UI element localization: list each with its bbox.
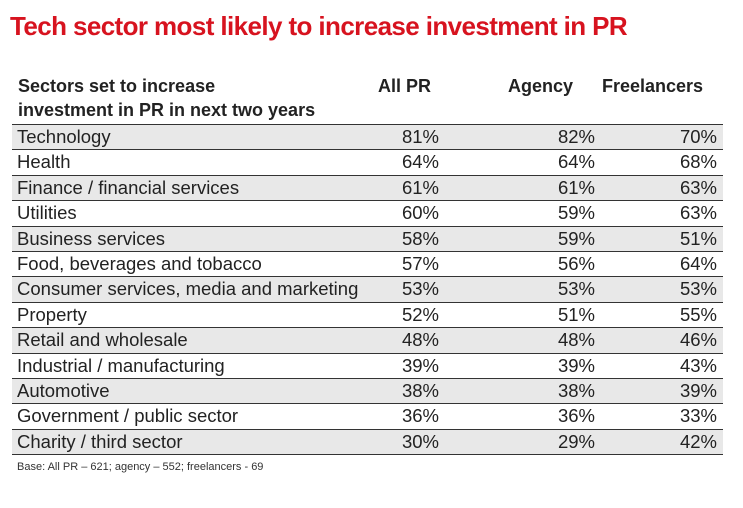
header-sectors-line-1: Sectors set to increase: [18, 76, 216, 96]
sector-label: Automotive: [17, 379, 110, 401]
all-pr-value: 36%: [401, 405, 439, 427]
table-row: Utilities 60% 59% 63%: [12, 201, 723, 227]
agency-value: 82%: [557, 126, 595, 147]
all-pr-value: 38%: [401, 379, 439, 401]
all-pr-value: 58%: [401, 227, 439, 249]
table-row: Health 64% 64% 68%: [12, 150, 723, 176]
chart-title: Tech sector most likely to increase inve…: [10, 11, 628, 41]
table-header: Sectors set to increase investment in PR…: [12, 70, 723, 124]
sector-label: Retail and wholesale: [17, 329, 188, 351]
table-row: Property 52% 51% 55%: [12, 303, 723, 329]
freelancers-value: 64%: [679, 252, 717, 274]
table-row: Automotive 38% 38% 39%: [12, 378, 723, 405]
all-pr-value: 64%: [401, 151, 439, 173]
table-row: Technology 81% 82% 70%: [12, 125, 723, 151]
table-row: Consumer services, media and marketing 53…: [12, 277, 723, 303]
sector-label: Business services: [17, 227, 166, 249]
header-agency: Agency: [508, 76, 574, 96]
sector-label: Finance / financial services: [17, 176, 240, 198]
sector-label: Property: [17, 303, 87, 325]
sector-label: Utilities: [17, 202, 77, 224]
table-row: Charity / third sector 30% 29% 42%: [12, 429, 723, 456]
freelancers-value: 46%: [679, 329, 717, 351]
all-pr-value: 57%: [401, 252, 439, 274]
all-pr-value: 39%: [401, 354, 439, 376]
agency-value: 48%: [557, 329, 595, 351]
freelancers-value: 39%: [679, 379, 717, 401]
table-row: Industrial / manufacturing 39% 39% 43%: [12, 354, 723, 379]
agency-value: 61%: [557, 176, 595, 198]
agency-value: 51%: [557, 303, 595, 325]
all-pr-value: 52%: [401, 303, 439, 325]
all-pr-value: 53%: [401, 278, 439, 300]
freelancers-value: 63%: [679, 202, 717, 224]
freelancers-value: 70%: [679, 126, 717, 147]
agency-value: 59%: [557, 227, 595, 249]
table-row: Business services 58% 59% 51%: [12, 226, 723, 252]
agency-value: 56%: [557, 252, 595, 274]
base-note: Base: All PR – 621; agency – 552; freela…: [17, 461, 264, 473]
sector-label: Government / public sector: [17, 405, 239, 427]
freelancers-value: 51%: [679, 227, 717, 249]
header-all-pr: All PR: [378, 76, 432, 96]
agency-value: 59%: [557, 202, 595, 224]
all-pr-value: 48%: [401, 329, 439, 351]
data-table: Sectors set to increase investment in PR…: [12, 70, 723, 456]
agency-value: 39%: [557, 354, 595, 376]
freelancers-value: 68%: [679, 151, 717, 173]
agency-value: 53%: [557, 278, 595, 300]
sector-label: Technology: [17, 126, 111, 147]
freelancers-value: 63%: [679, 176, 717, 198]
table-row: Food, beverages and tobacco 57% 56% 64%: [12, 252, 723, 278]
table-row: Finance / financial services 61% 61% 63%: [12, 175, 723, 202]
header-sectors-line-2: investment in PR in next two years: [18, 100, 316, 120]
freelancers-value: 33%: [679, 405, 717, 427]
freelancers-value: 53%: [679, 278, 717, 300]
agency-value: 29%: [557, 430, 595, 452]
sector-label: Industrial / manufacturing: [17, 354, 225, 376]
all-pr-value: 60%: [401, 202, 439, 224]
freelancers-value: 42%: [679, 430, 717, 452]
all-pr-value: 61%: [401, 176, 439, 198]
table-row: Government / public sector 36% 36% 33%: [12, 404, 723, 430]
all-pr-value: 30%: [401, 430, 439, 452]
header-sectors: Sectors set to increase investment in PR…: [18, 74, 315, 122]
table-row: Retail and wholesale 48% 48% 46%: [12, 328, 723, 354]
sector-label: Food, beverages and tobacco: [17, 252, 262, 274]
agency-value: 38%: [557, 379, 595, 401]
header-freelancers: Freelancers: [602, 76, 704, 96]
freelancers-value: 55%: [679, 303, 717, 325]
table-body: Technology 81% 82% 70% Health 64% 64% 68% Financ…: [12, 124, 723, 456]
sector-label: Health: [17, 151, 71, 173]
agency-value: 36%: [557, 405, 595, 427]
all-pr-value: 81%: [401, 126, 439, 147]
agency-value: 64%: [557, 151, 595, 173]
sector-label: Charity / third sector: [17, 430, 183, 452]
sector-label: Consumer services, media and marketing: [17, 278, 359, 300]
freelancers-value: 43%: [679, 354, 717, 376]
